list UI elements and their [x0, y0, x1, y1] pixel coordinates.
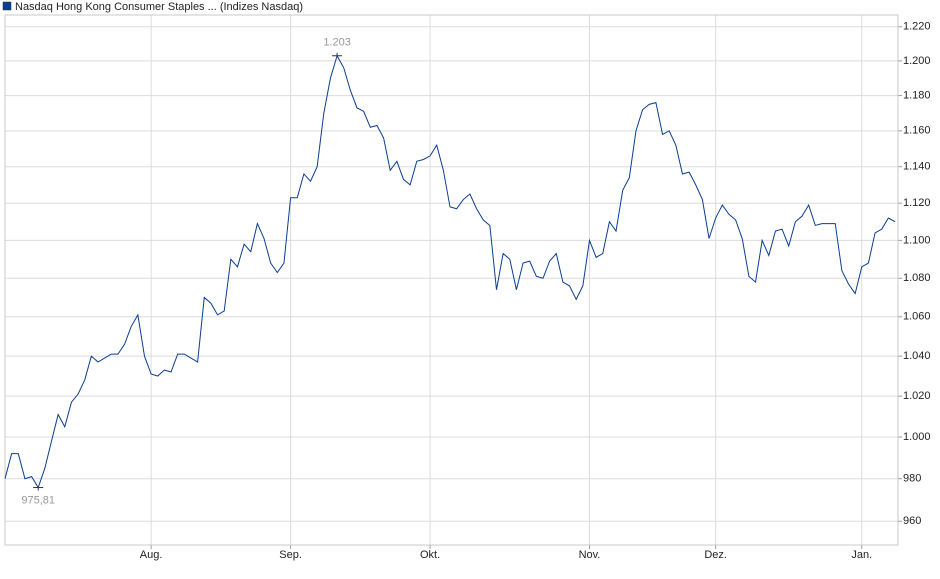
y-tick-label: 1.100: [903, 234, 931, 246]
y-tick-label: 1.200: [903, 55, 931, 67]
x-tick-label: Aug.: [140, 549, 163, 561]
x-tick-label: Okt.: [420, 549, 440, 561]
legend-label: Nasdaq Hong Kong Consumer Staples ... (I…: [15, 1, 303, 13]
y-tick-label: 1.040: [903, 350, 931, 362]
x-tick-label: Nov.: [579, 549, 601, 561]
series-line: [4, 54, 896, 489]
y-tick-label: 1.080: [903, 272, 931, 284]
x-tick-label: Sep.: [279, 549, 302, 561]
plot-frame: [4, 14, 899, 546]
y-tick-label: 960: [903, 515, 921, 527]
value-label: 975,81: [21, 494, 55, 506]
legend-swatch: [2, 1, 12, 11]
value-label: 1.203: [323, 37, 351, 49]
y-tick-label: 1.120: [903, 197, 931, 209]
y-tick-label: 1.060: [903, 311, 931, 323]
y-tick-label: 1.180: [903, 89, 931, 101]
y-tick-label: 1.160: [903, 125, 931, 137]
y-tick-label: 1.140: [903, 161, 931, 173]
y-tick-label: 1.000: [903, 431, 931, 443]
y-tick-label: 1.020: [903, 390, 931, 402]
y-tick-label: 1.220: [903, 21, 931, 33]
x-tick-label: Dez.: [704, 549, 727, 561]
x-tick-label: Jan.: [851, 549, 872, 561]
y-tick-label: 980: [903, 473, 921, 485]
